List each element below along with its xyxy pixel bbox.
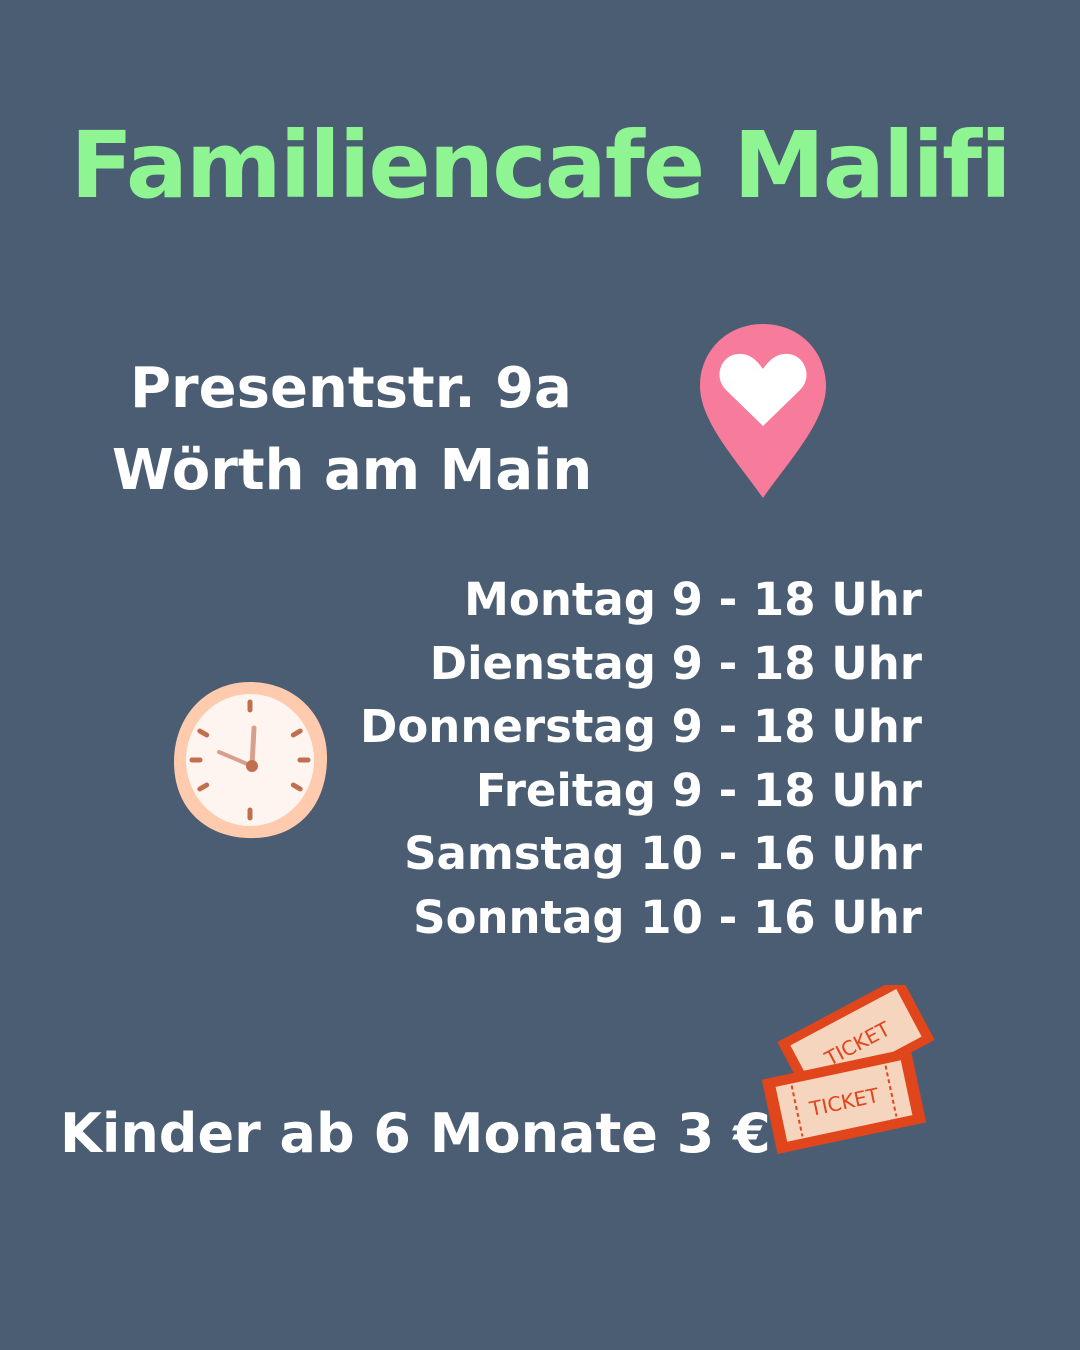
opening-hours: Montag 9 - 18 Uhr Dienstag 9 - 18 Uhr Do… xyxy=(360,568,922,949)
hours-row: Samstag 10 - 16 Uhr xyxy=(404,827,922,880)
tickets-icon: TICKET TICKET xyxy=(761,985,935,1154)
hours-row: Sonntag 10 - 16 Uhr xyxy=(413,890,922,944)
clock-icon xyxy=(174,682,328,839)
hours-row: Freitag 9 - 18 Uhr xyxy=(475,763,922,817)
hours-row: Dienstag 9 - 18 Uhr xyxy=(429,636,922,690)
heart-location-pin-icon xyxy=(700,324,826,498)
address-street: Presentstr. 9a xyxy=(130,356,572,421)
clock-tick xyxy=(290,728,303,738)
clock-tick xyxy=(197,728,210,738)
hours-row: Montag 9 - 18 Uhr xyxy=(464,573,922,626)
clock-tick xyxy=(197,782,210,792)
hours-row: Donnerstag 9 - 18 Uhr xyxy=(360,700,922,753)
page-title: Familiencafe Malifi xyxy=(70,112,1011,219)
address-city: Wörth am Main xyxy=(112,438,593,503)
price-info: Kinder ab 6 Monate 3 € xyxy=(60,1102,771,1165)
clock-tick xyxy=(290,782,303,792)
